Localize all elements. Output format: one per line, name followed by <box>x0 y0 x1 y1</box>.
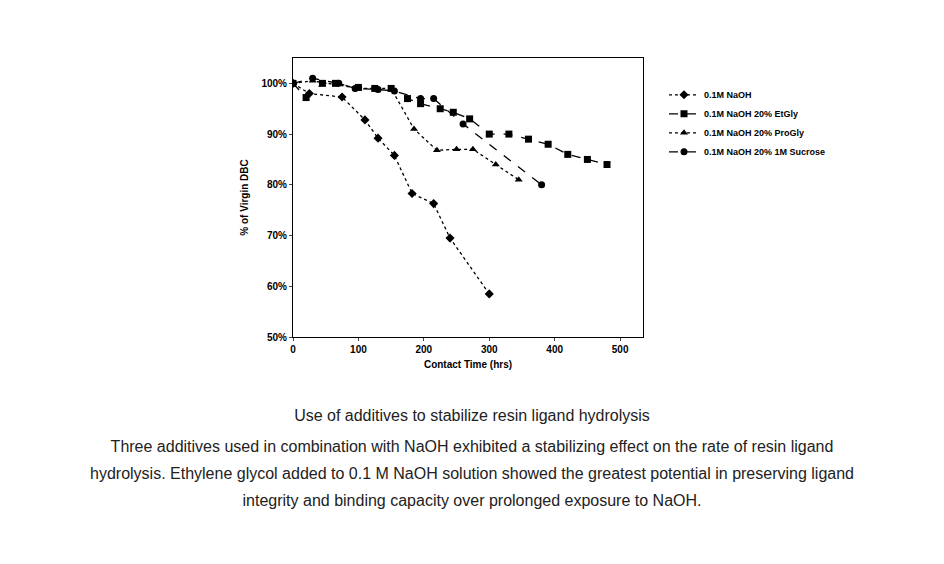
svg-text:% of Virgin DBC: % of Virgin DBC <box>239 159 250 235</box>
html-text:Three additives used in combin: Three additives used in combination with… <box>90 438 854 509</box>
svg-text:400: 400 <box>546 344 563 355</box>
svg-text:70%: 70% <box>267 230 287 241</box>
svg-text:0: 0 <box>290 344 296 355</box>
svg-text:0.1M NaOH 20% EtGly: 0.1M NaOH 20% EtGly <box>704 109 798 119</box>
svg-text:0.1M NaOH 20% ProGly: 0.1M NaOH 20% ProGly <box>704 128 804 138</box>
svg-text:0.1M NaOH 20% 1M Sucrose: 0.1M NaOH 20% 1M Sucrose <box>704 147 825 157</box>
svg-text:200: 200 <box>415 344 432 355</box>
svg-text:60%: 60% <box>267 281 287 292</box>
html-text:Use of additives to stabilize: Use of additives to stabilize resin liga… <box>294 407 650 424</box>
svg-text:50%: 50% <box>267 332 287 343</box>
svg-text:90%: 90% <box>267 129 287 140</box>
svg-text:100: 100 <box>350 344 367 355</box>
svg-text:100%: 100% <box>261 78 287 89</box>
svg-text:80%: 80% <box>267 179 287 190</box>
svg-text:0.1M NaOH: 0.1M NaOH <box>704 90 752 100</box>
svg-text:500: 500 <box>612 344 629 355</box>
svg-text:Contact Time (hrs): Contact Time (hrs) <box>424 359 512 370</box>
svg-text:300: 300 <box>481 344 498 355</box>
